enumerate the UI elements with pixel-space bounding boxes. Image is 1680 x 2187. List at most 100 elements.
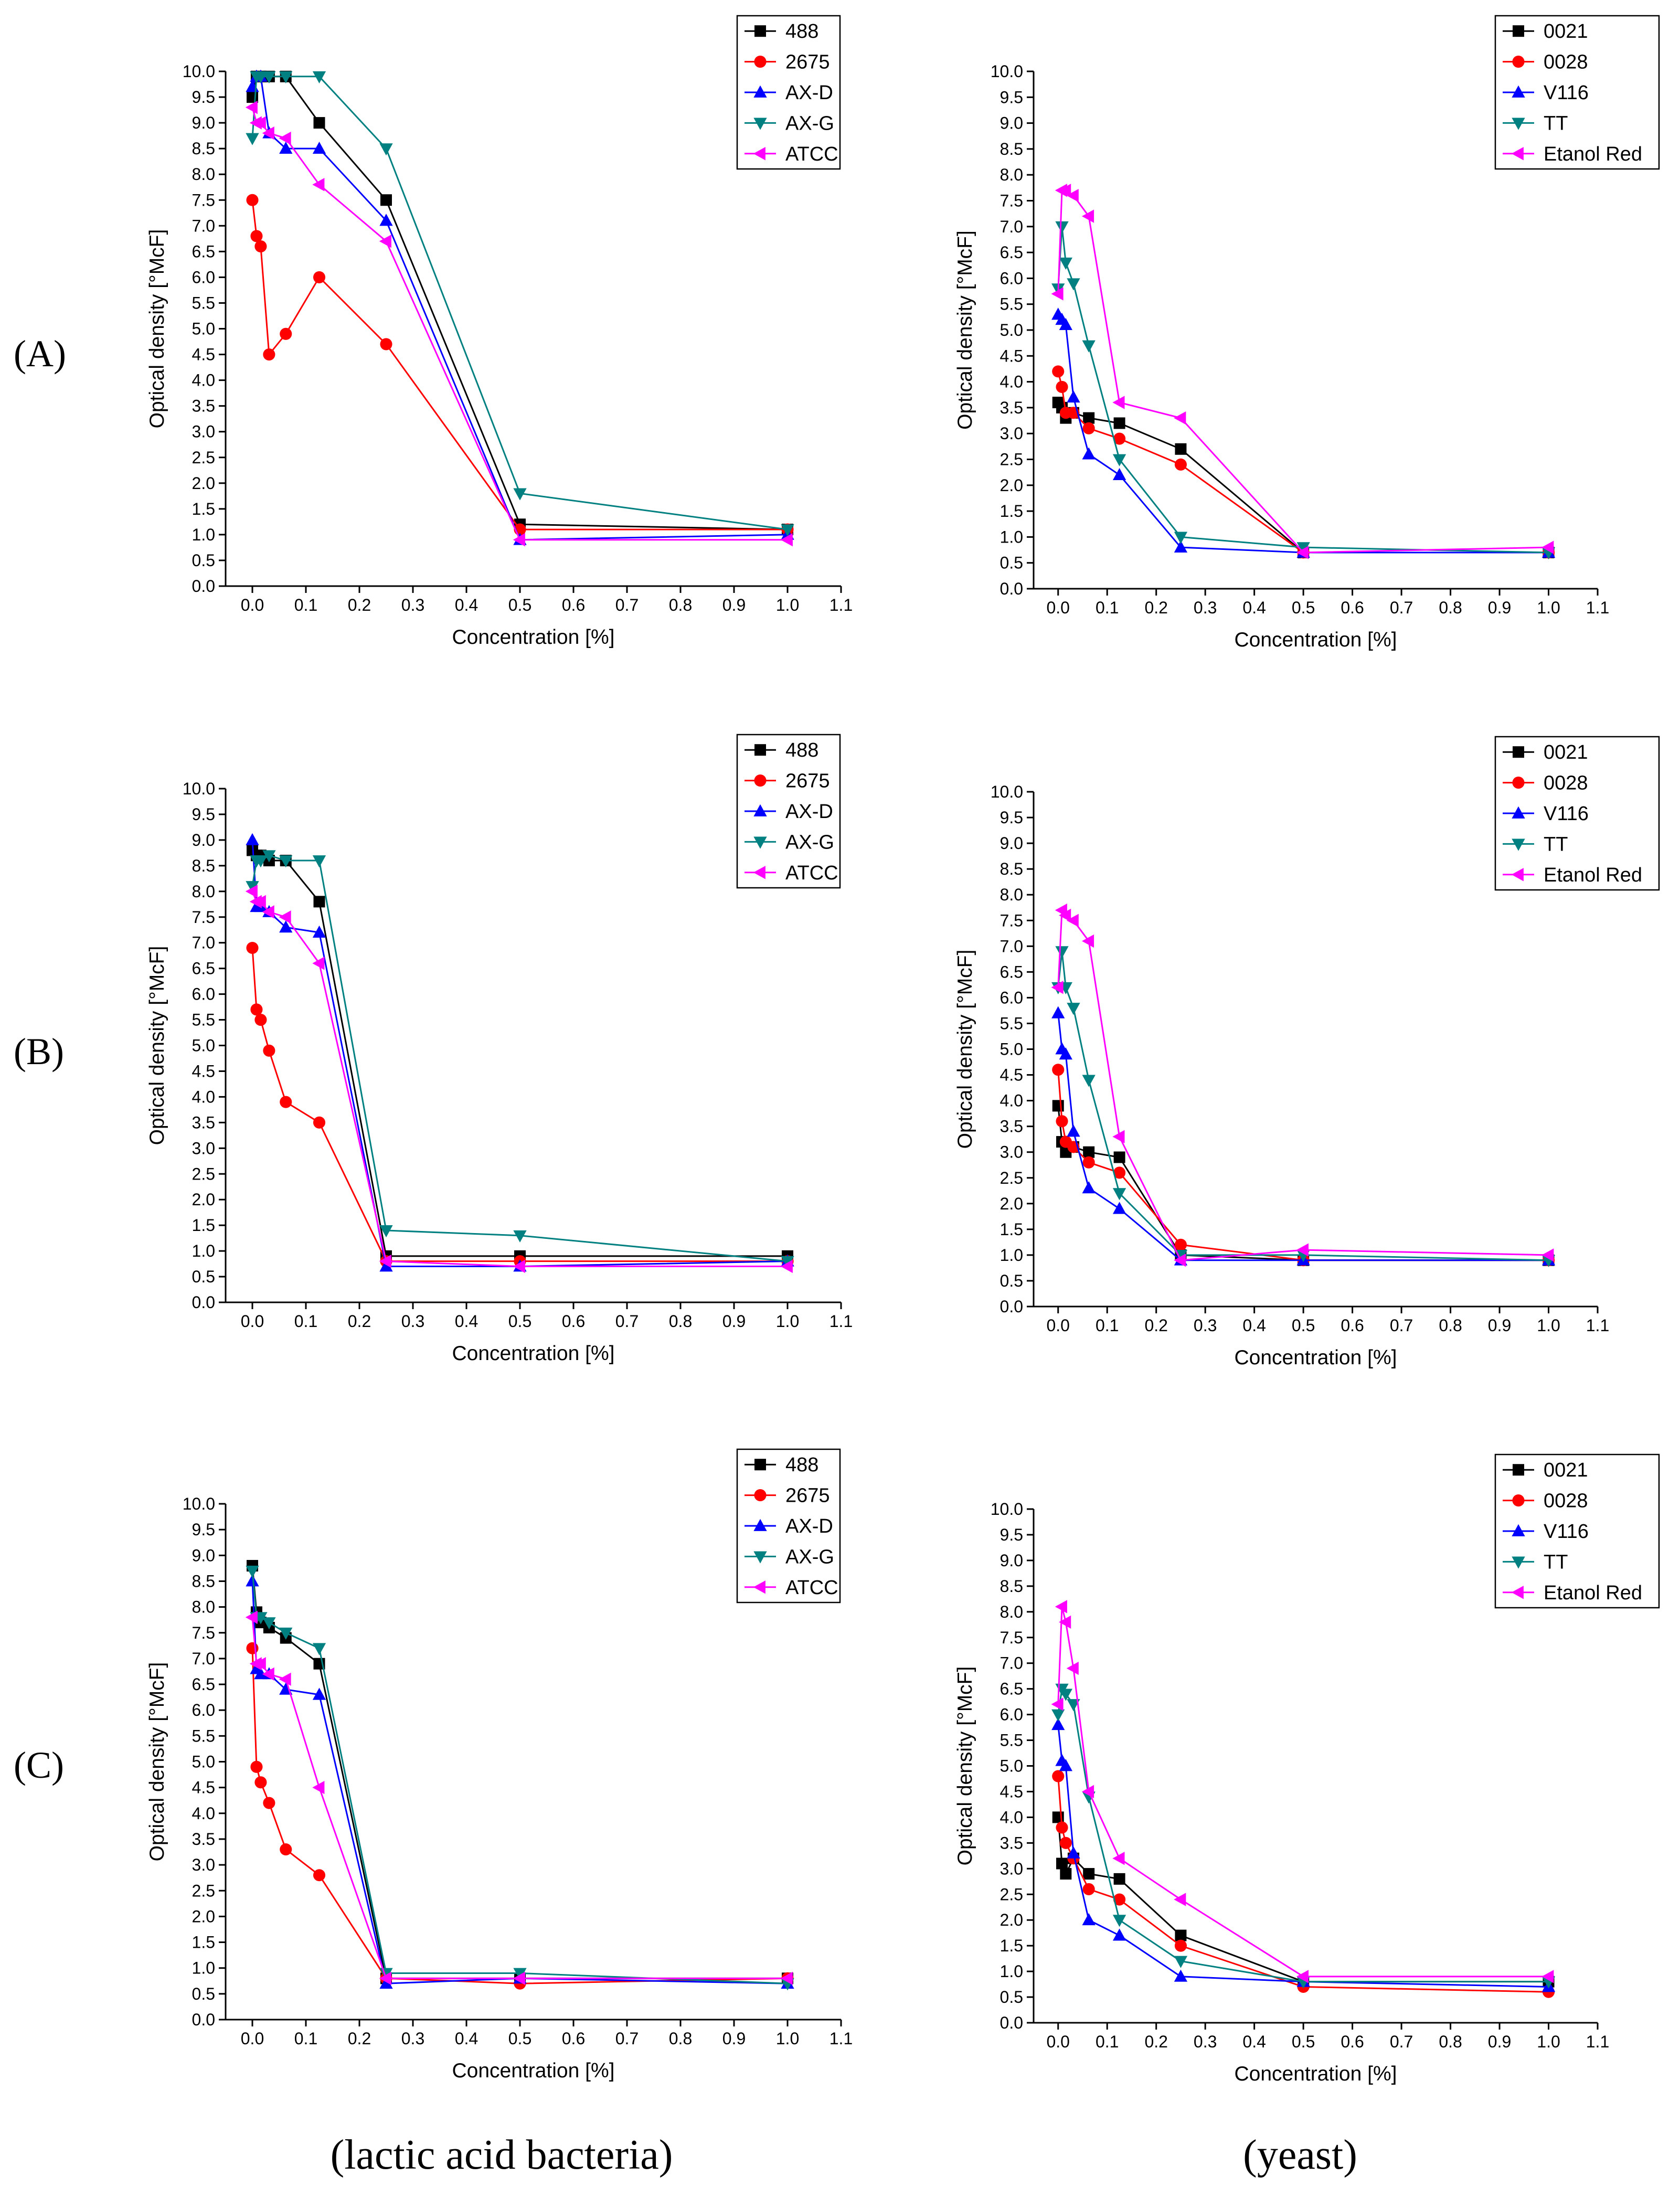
y-tick-label: 2.0	[1000, 1910, 1023, 1929]
y-tick-label: 0.0	[1000, 1297, 1023, 1316]
y-tick-label: 1.5	[192, 500, 215, 518]
data-point	[1112, 454, 1126, 466]
data-point	[1082, 1156, 1095, 1169]
legend-label: AX-G	[785, 831, 834, 853]
data-point	[379, 1259, 393, 1272]
data-point	[379, 1976, 393, 1989]
data-point	[262, 850, 276, 863]
data-point	[313, 1869, 326, 1882]
y-tick-label: 4.0	[192, 371, 215, 390]
y-tick-label: 1.5	[1000, 1220, 1023, 1239]
data-point	[1056, 1115, 1068, 1128]
data-point	[1052, 365, 1065, 378]
data-point	[1055, 221, 1069, 233]
data-point	[513, 1971, 525, 1986]
x-tick-label: 0.0	[1046, 2032, 1069, 2051]
data-point	[1082, 1181, 1096, 1194]
x-tick-label: 0.5	[508, 596, 531, 614]
x-tick-label: 0.8	[669, 2029, 692, 2048]
data-point	[1067, 1124, 1080, 1137]
legend-label: 0028	[1544, 1490, 1588, 1512]
y-tick-label: 2.5	[1000, 1885, 1023, 1904]
data-point	[313, 1116, 326, 1129]
data-point	[246, 133, 259, 145]
data-point	[379, 1255, 391, 1268]
y-tick-label: 5.5	[192, 293, 215, 312]
legend-label: AX-D	[785, 801, 833, 823]
data-point	[246, 194, 259, 206]
x-tick-label: 0.1	[1096, 1316, 1119, 1335]
x-tick-label: 0.3	[1194, 598, 1217, 617]
y-tick-label: 2.5	[192, 1881, 215, 1900]
data-point	[279, 855, 293, 868]
data-point	[780, 1971, 793, 1986]
y-tick-label: 3.5	[1000, 1833, 1023, 1852]
data-point	[263, 1044, 275, 1057]
y-axis-title: Optical density [°McF]	[146, 1662, 168, 1862]
x-tick-label: 0.6	[1341, 598, 1364, 617]
x-tick-label: 1.1	[1586, 2032, 1609, 2051]
x-tick-label: 0.9	[722, 596, 746, 614]
y-axis-title: Optical density [°McF]	[146, 946, 168, 1145]
chart-A-bacteria: 0.0 0.5 1.0 1.5 2.0 2.5 3.0 3.5 4.0 4.5 5.0 5.5 6.0 6…	[146, 15, 853, 649]
data-point	[250, 1760, 263, 1773]
data-point	[1174, 1956, 1188, 1968]
x-tick-label: 0.1	[294, 2029, 317, 2048]
chart-A-yeast: 0.0 0.5 1.0 1.5 2.0 2.5 3.0 3.5 4.0 4.5 5.0 5.5 6.0 6…	[954, 15, 1660, 651]
data-point	[1055, 1600, 1067, 1613]
legend-marker	[753, 1580, 765, 1594]
data-point	[254, 855, 268, 868]
y-tick-label: 5.5	[192, 1011, 215, 1029]
x-tick-label: 0.6	[562, 1312, 585, 1331]
y-tick-label: 9.5	[192, 1520, 215, 1539]
y-tick-label: 4.5	[1000, 1066, 1023, 1085]
data-point	[1067, 278, 1080, 291]
data-point	[1174, 1939, 1187, 1952]
data-point	[246, 833, 259, 845]
data-point	[1052, 1064, 1065, 1076]
legend-label: AX-G	[785, 112, 834, 134]
y-tick-label: 1.5	[192, 1216, 215, 1235]
y-tick-label: 5.5	[1000, 295, 1023, 314]
data-point	[1066, 188, 1079, 203]
y-tick-label: 5.0	[192, 320, 215, 338]
y-tick-label: 9.5	[192, 805, 215, 824]
y-tick-label: 1.5	[1000, 502, 1023, 521]
data-point	[262, 71, 276, 84]
legend-label: 488	[785, 20, 818, 43]
data-point	[247, 91, 258, 103]
y-tick-label: 9.0	[192, 1546, 215, 1565]
x-tick-label: 0.5	[1292, 2032, 1315, 2051]
data-point	[1056, 380, 1068, 394]
x-tick-label: 0.2	[1144, 1316, 1167, 1335]
data-point	[1059, 184, 1071, 197]
x-tick-label: 0.2	[1144, 2032, 1167, 2051]
x-tick-label: 1.1	[830, 596, 853, 614]
y-tick-label: 0.0	[1000, 2013, 1023, 2032]
data-point	[280, 1096, 292, 1108]
data-point	[1541, 1248, 1554, 1262]
data-point	[1112, 468, 1126, 480]
data-point	[1081, 1785, 1094, 1799]
y-tick-label: 4.5	[192, 1061, 215, 1080]
data-point	[1082, 1913, 1096, 1926]
y-tick-label: 9.0	[192, 831, 215, 850]
legend-marker	[754, 56, 767, 68]
y-tick-label: 2.0	[1000, 476, 1023, 495]
legend-marker	[753, 836, 767, 849]
data-point	[1051, 1709, 1065, 1722]
y-axis-title: Optical density [°McF]	[954, 1666, 976, 1866]
y-tick-label: 7.5	[1000, 1628, 1023, 1647]
data-point	[380, 194, 392, 206]
y-tick-label: 7.0	[192, 216, 215, 235]
chart-C-bacteria: 0.0 0.5 1.0 1.5 2.0 2.5 3.0 3.5 4.0 4.5 5.0 5.5 6.0 6…	[146, 1448, 853, 2082]
y-tick-label: 2.0	[1000, 1194, 1023, 1213]
x-tick-label: 0.6	[562, 2029, 585, 2048]
data-point	[1174, 532, 1188, 544]
data-point	[1174, 540, 1188, 553]
data-point	[1541, 1970, 1554, 1983]
y-tick-label: 5.5	[192, 1726, 215, 1745]
x-tick-label: 0.1	[294, 596, 317, 614]
data-point	[1112, 1928, 1126, 1941]
y-tick-label: 5.0	[192, 1753, 215, 1771]
